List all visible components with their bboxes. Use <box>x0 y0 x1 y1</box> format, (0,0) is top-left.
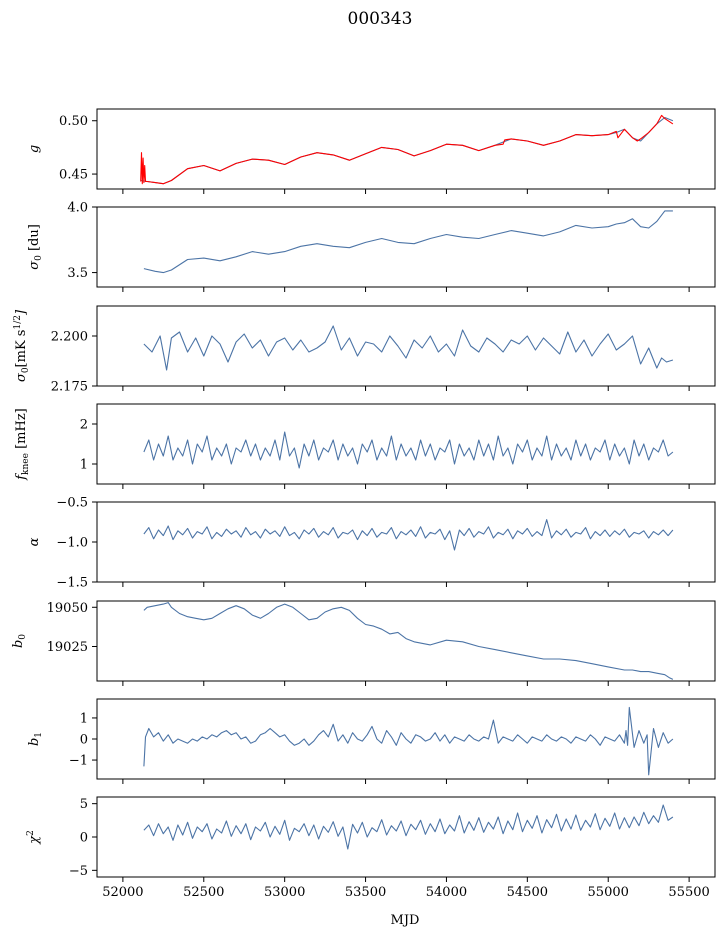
y-tick-label: 1 <box>80 711 88 726</box>
panel-2: 3.5 4.0 σ0 [du] <box>27 201 716 292</box>
y-tick-label: 1 <box>80 458 88 473</box>
y-tick-label: 0 <box>80 733 88 748</box>
series-line-series <box>143 431 674 469</box>
y-tick-label: −0.5 <box>56 496 88 511</box>
x-tick-label: 53500 <box>345 885 386 900</box>
y-tick-label: −1 <box>69 754 88 769</box>
y-tick-label: 2.175 <box>51 380 88 395</box>
y-tick-label: 4.0 <box>67 201 88 216</box>
plot-frame <box>96 305 716 387</box>
y-tick-label: 0.50 <box>59 114 88 129</box>
plot-frame <box>96 108 716 190</box>
plot-frame <box>96 796 716 878</box>
y-tick-label: −1.0 <box>56 536 88 551</box>
y-axis-label: σ0[mK s1/2] <box>13 309 31 382</box>
x-tick-label: 55000 <box>588 885 629 900</box>
y-axis-label: g <box>27 145 42 153</box>
panel-1: 0.45 0.50 g <box>27 108 716 194</box>
y-tick-label: 3.5 <box>67 266 88 281</box>
y-tick-label: 2 <box>80 418 88 433</box>
y-tick-label: 0.45 <box>59 168 88 183</box>
series-line-series <box>143 519 674 551</box>
y-axis-label: χ2 <box>26 830 42 845</box>
y-tick-label: −1.5 <box>56 576 88 591</box>
panel-8: −5 0 5 52000 52500 53000 53500 54000 54500 55000 5… <box>26 796 716 900</box>
panel-4: 1 2 fknee [mHz] <box>14 403 716 489</box>
x-tick-label: 53000 <box>264 885 305 900</box>
x-tick-label: 55500 <box>668 885 709 900</box>
series-line-series <box>140 116 674 185</box>
figure-title: 000343 <box>348 9 413 29</box>
plot-frame <box>96 403 716 485</box>
y-tick-label: 19025 <box>47 640 88 655</box>
y-axis-label: b1 <box>27 732 44 746</box>
plot-frame <box>96 600 716 682</box>
y-axis-label: α <box>27 537 42 546</box>
x-axis-label: MJD <box>391 913 420 928</box>
y-tick-label: −5 <box>69 864 88 879</box>
panel-3: 2.175 2.200 σ0[mK s1/2] <box>13 305 716 395</box>
series-line-series <box>143 706 674 776</box>
plot-frame <box>96 206 716 288</box>
series-line-series <box>143 804 674 850</box>
series-line-series <box>143 325 674 371</box>
y-tick-label: 0 <box>80 831 88 846</box>
y-axis-label: fknee [mHz] <box>14 408 31 481</box>
panel-5: −1.5 −1.0 −0.5 α <box>27 496 716 591</box>
x-tick-label: 52500 <box>183 885 224 900</box>
y-tick-label: 19050 <box>47 601 88 616</box>
x-tick-label: 54500 <box>507 885 548 900</box>
y-axis-label: b0 <box>11 634 28 648</box>
panels: 0.45 0.50 g 3.5 4.0 σ0 [du] 2.175 2.200 σ0[mK s1… <box>11 108 716 900</box>
y-tick-label: 5 <box>80 797 88 812</box>
series-line-highlight <box>140 114 674 185</box>
x-tick-label: 54000 <box>426 885 467 900</box>
panel-7: −1 0 1 b1 <box>27 698 716 784</box>
y-tick-label: 2.200 <box>51 330 88 345</box>
panel-6: 19025 19050 b0 <box>11 600 716 686</box>
y-axis-label: σ0 [du] <box>27 224 44 270</box>
series-line-series <box>143 602 674 680</box>
x-tick-label: 52000 <box>102 885 143 900</box>
plot-frame <box>96 501 716 583</box>
series-line-series <box>143 210 673 274</box>
